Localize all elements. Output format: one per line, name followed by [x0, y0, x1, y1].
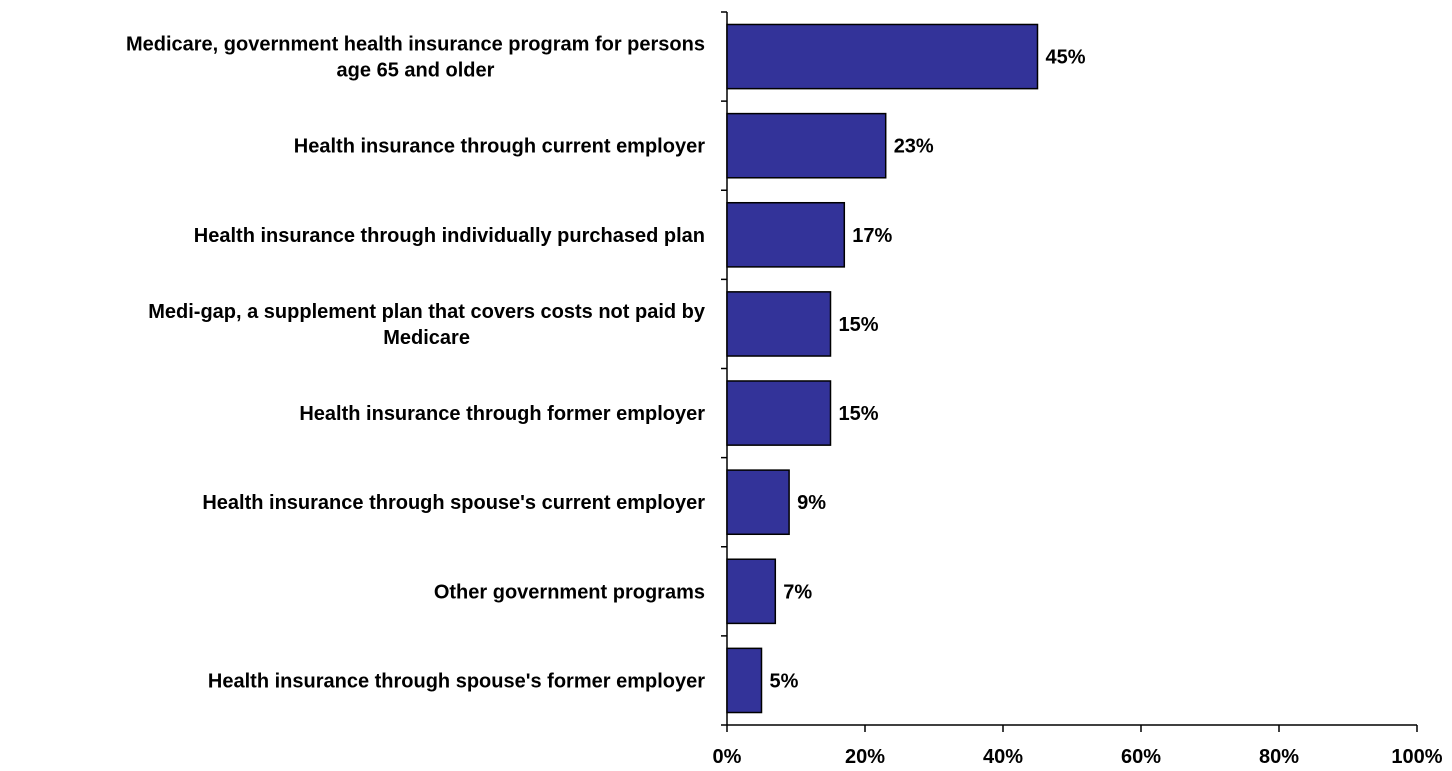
bar: [726, 23, 1039, 90]
x-tick-label: 0%: [713, 746, 742, 768]
category-label: Health insurance through former employer: [299, 403, 705, 425]
bar: [726, 291, 832, 357]
category-label: Health insurance through current employe…: [294, 136, 705, 158]
bar: [726, 380, 832, 446]
axis-layer: 0% 20% 40% 60% 80% 100%: [713, 11, 1443, 768]
x-tick-label: 80%: [1259, 746, 1299, 768]
bars-layer: [726, 23, 1039, 714]
x-tick-label: 100%: [1391, 746, 1442, 768]
bar-value-label: 9%: [797, 492, 826, 514]
bar-value-label: 7%: [783, 581, 812, 603]
category-label: Health insurance through spouse's curren…: [202, 492, 705, 514]
category-label: Health insurance through individually pu…: [194, 225, 705, 247]
category-label: Other government programs: [434, 581, 705, 603]
bar-value-label: 23%: [894, 136, 934, 158]
bar-value-label: 5%: [770, 670, 799, 692]
category-label: Medi-gap, a supplement plan that covers …: [148, 301, 706, 349]
bar: [726, 469, 790, 536]
bar: [726, 112, 887, 179]
x-tick-label: 40%: [983, 746, 1023, 768]
bar-value-label: 15%: [839, 314, 879, 336]
x-tick-label: 20%: [845, 746, 885, 768]
labels-layer: 45% Medicare, government health insurance…: [126, 34, 1086, 693]
x-tick-label: 60%: [1121, 746, 1161, 768]
bar: [726, 558, 777, 625]
category-label: Medicare, government health insurance pr…: [126, 34, 705, 82]
bar-value-label: 17%: [852, 225, 892, 247]
bar-value-label: 15%: [839, 403, 879, 425]
category-label: Health insurance through spouse's former…: [208, 670, 705, 692]
bar: [726, 647, 763, 714]
bar-value-label: 45%: [1046, 47, 1086, 69]
bar: [726, 201, 846, 268]
